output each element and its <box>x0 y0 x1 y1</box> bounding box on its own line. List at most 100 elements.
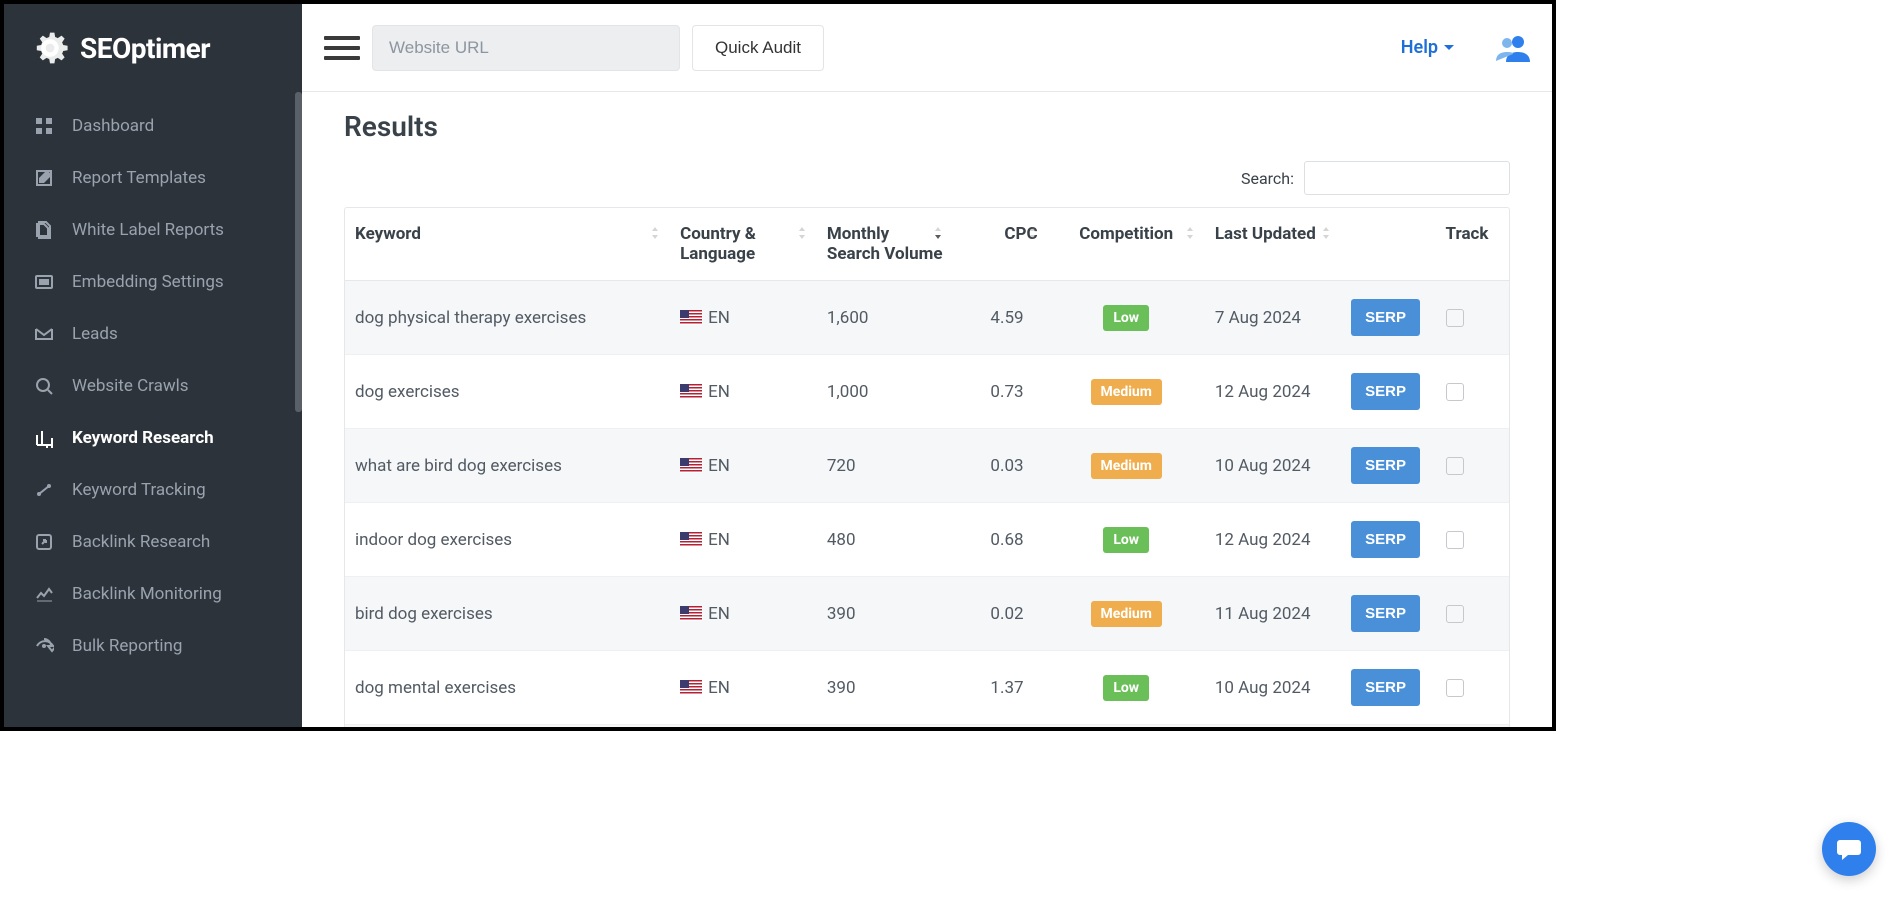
nav-icon <box>34 636 54 656</box>
sidebar-item-report-templates[interactable]: Report Templates <box>4 152 302 204</box>
nav-icon <box>34 532 54 552</box>
cell-cpc: 0.73 <box>953 355 1047 429</box>
cell-updated: 12 Aug 2024 <box>1205 503 1341 577</box>
sidebar-item-dashboard[interactable]: Dashboard <box>4 100 302 152</box>
sort-icon <box>648 224 662 242</box>
nav-label: Embedding Settings <box>72 272 224 292</box>
menu-toggle-icon[interactable] <box>324 30 360 66</box>
serp-button[interactable]: SERP <box>1351 447 1420 484</box>
sidebar-item-keyword-research[interactable]: Keyword Research <box>4 412 302 464</box>
serp-button[interactable]: SERP <box>1351 299 1420 336</box>
column-track: Track <box>1436 208 1509 281</box>
competition-badge: Medium <box>1091 379 1162 405</box>
cell-competition: Medium <box>1048 577 1205 651</box>
cell-competition: Low <box>1048 503 1205 577</box>
cell-cpc: 0.03 <box>953 429 1047 503</box>
table-row: dog physical therapy exercisesEN1,6004.5… <box>345 281 1509 355</box>
track-checkbox[interactable] <box>1446 309 1464 327</box>
cell-volume: 1,000 <box>817 355 953 429</box>
table-row: dog confidence building exercisesEN3202.… <box>345 725 1509 728</box>
nav-label: Backlink Monitoring <box>72 584 222 604</box>
column-keyword[interactable]: Keyword <box>345 208 670 281</box>
table-row: indoor dog exercisesEN4800.68Low12 Aug 2… <box>345 503 1509 577</box>
column-competition[interactable]: Competition <box>1048 208 1205 281</box>
cell-country: EN <box>670 281 817 355</box>
sidebar-item-white-label-reports[interactable]: White Label Reports <box>4 204 302 256</box>
cell-updated: 10 Aug 2024 <box>1205 429 1341 503</box>
cell-volume: 390 <box>817 577 953 651</box>
nav-label: White Label Reports <box>72 220 224 240</box>
sidebar-scrollbar[interactable] <box>295 92 302 412</box>
column-volume[interactable]: Monthly Search Volume <box>817 208 953 281</box>
competition-badge: Medium <box>1091 453 1162 479</box>
nav-icon <box>34 428 54 448</box>
cell-cpc: 0.68 <box>953 503 1047 577</box>
cell-keyword: indoor dog exercises <box>345 503 670 577</box>
cell-updated: 10 Aug 2024 <box>1205 651 1341 725</box>
table-row: bird dog exercisesEN3900.02Medium11 Aug … <box>345 577 1509 651</box>
sidebar-item-keyword-tracking[interactable]: Keyword Tracking <box>4 464 302 516</box>
chat-launcher[interactable] <box>1822 822 1876 876</box>
help-dropdown[interactable]: Help <box>1401 37 1454 58</box>
cell-keyword: bird dog exercises <box>345 577 670 651</box>
sidebar-item-website-crawls[interactable]: Website Crawls <box>4 360 302 412</box>
track-checkbox[interactable] <box>1446 383 1464 401</box>
serp-button[interactable]: SERP <box>1351 669 1420 706</box>
serp-button[interactable]: SERP <box>1351 595 1420 632</box>
results-title: Results <box>344 110 1510 143</box>
users-icon[interactable] <box>1496 34 1530 62</box>
us-flag-icon <box>680 680 702 695</box>
cell-cpc: 1.37 <box>953 651 1047 725</box>
table-row: dog mental exercisesEN3901.37Low10 Aug 2… <box>345 651 1509 725</box>
sidebar-item-backlink-monitoring[interactable]: Backlink Monitoring <box>4 568 302 620</box>
sidebar-nav: Dashboard Report Templates White Label Rep… <box>4 92 302 672</box>
nav-label: Bulk Reporting <box>72 636 182 656</box>
serp-button[interactable]: SERP <box>1351 521 1420 558</box>
cell-updated: 12 Aug 2024 <box>1205 355 1341 429</box>
cell-competition: Low <box>1048 281 1205 355</box>
column-country[interactable]: Country & Language <box>670 208 817 281</box>
sort-icon <box>1026 224 1040 242</box>
nav-icon <box>34 168 54 188</box>
sort-desc-icon <box>931 224 945 242</box>
us-flag-icon <box>680 384 702 399</box>
sort-icon <box>1183 224 1197 242</box>
sidebar-item-bulk-reporting[interactable]: Bulk Reporting <box>4 620 302 672</box>
sort-icon <box>795 224 809 242</box>
cell-keyword: dog mental exercises <box>345 651 670 725</box>
cell-volume: 1,600 <box>817 281 953 355</box>
nav-icon <box>34 584 54 604</box>
nav-label: Website Crawls <box>72 376 189 396</box>
cell-cpc: 2.90 <box>953 725 1047 728</box>
cell-volume: 320 <box>817 725 953 728</box>
track-checkbox[interactable] <box>1446 605 1464 623</box>
nav-icon <box>34 324 54 344</box>
cell-country: EN <box>670 651 817 725</box>
table-row: dog exercisesEN1,0000.73Medium12 Aug 202… <box>345 355 1509 429</box>
sidebar-item-backlink-research[interactable]: Backlink Research <box>4 516 302 568</box>
cell-keyword: dog exercises <box>345 355 670 429</box>
main: Quick Audit Help Results Search: <box>302 4 1552 727</box>
track-checkbox[interactable] <box>1446 679 1464 697</box>
cell-cpc: 0.02 <box>953 577 1047 651</box>
sidebar-item-embedding-settings[interactable]: Embedding Settings <box>4 256 302 308</box>
cell-updated: 11 Aug 2024 <box>1205 577 1341 651</box>
us-flag-icon <box>680 310 702 325</box>
nav-label: Report Templates <box>72 168 206 188</box>
nav-label: Leads <box>72 324 118 344</box>
gear-icon <box>28 26 72 70</box>
track-checkbox[interactable] <box>1446 531 1464 549</box>
quick-audit-button[interactable]: Quick Audit <box>692 25 824 71</box>
chat-icon <box>1836 837 1862 861</box>
logo[interactable]: SEOptimer <box>4 4 302 92</box>
sidebar-item-leads[interactable]: Leads <box>4 308 302 360</box>
column-updated[interactable]: Last Updated <box>1205 208 1341 281</box>
nav-icon <box>34 376 54 396</box>
track-checkbox[interactable] <box>1446 457 1464 475</box>
results-search-input[interactable] <box>1304 161 1510 195</box>
us-flag-icon <box>680 458 702 473</box>
website-url-input[interactable] <box>372 25 680 71</box>
column-cpc[interactable]: CPC <box>953 208 1047 281</box>
cell-country: EN <box>670 503 817 577</box>
serp-button[interactable]: SERP <box>1351 373 1420 410</box>
